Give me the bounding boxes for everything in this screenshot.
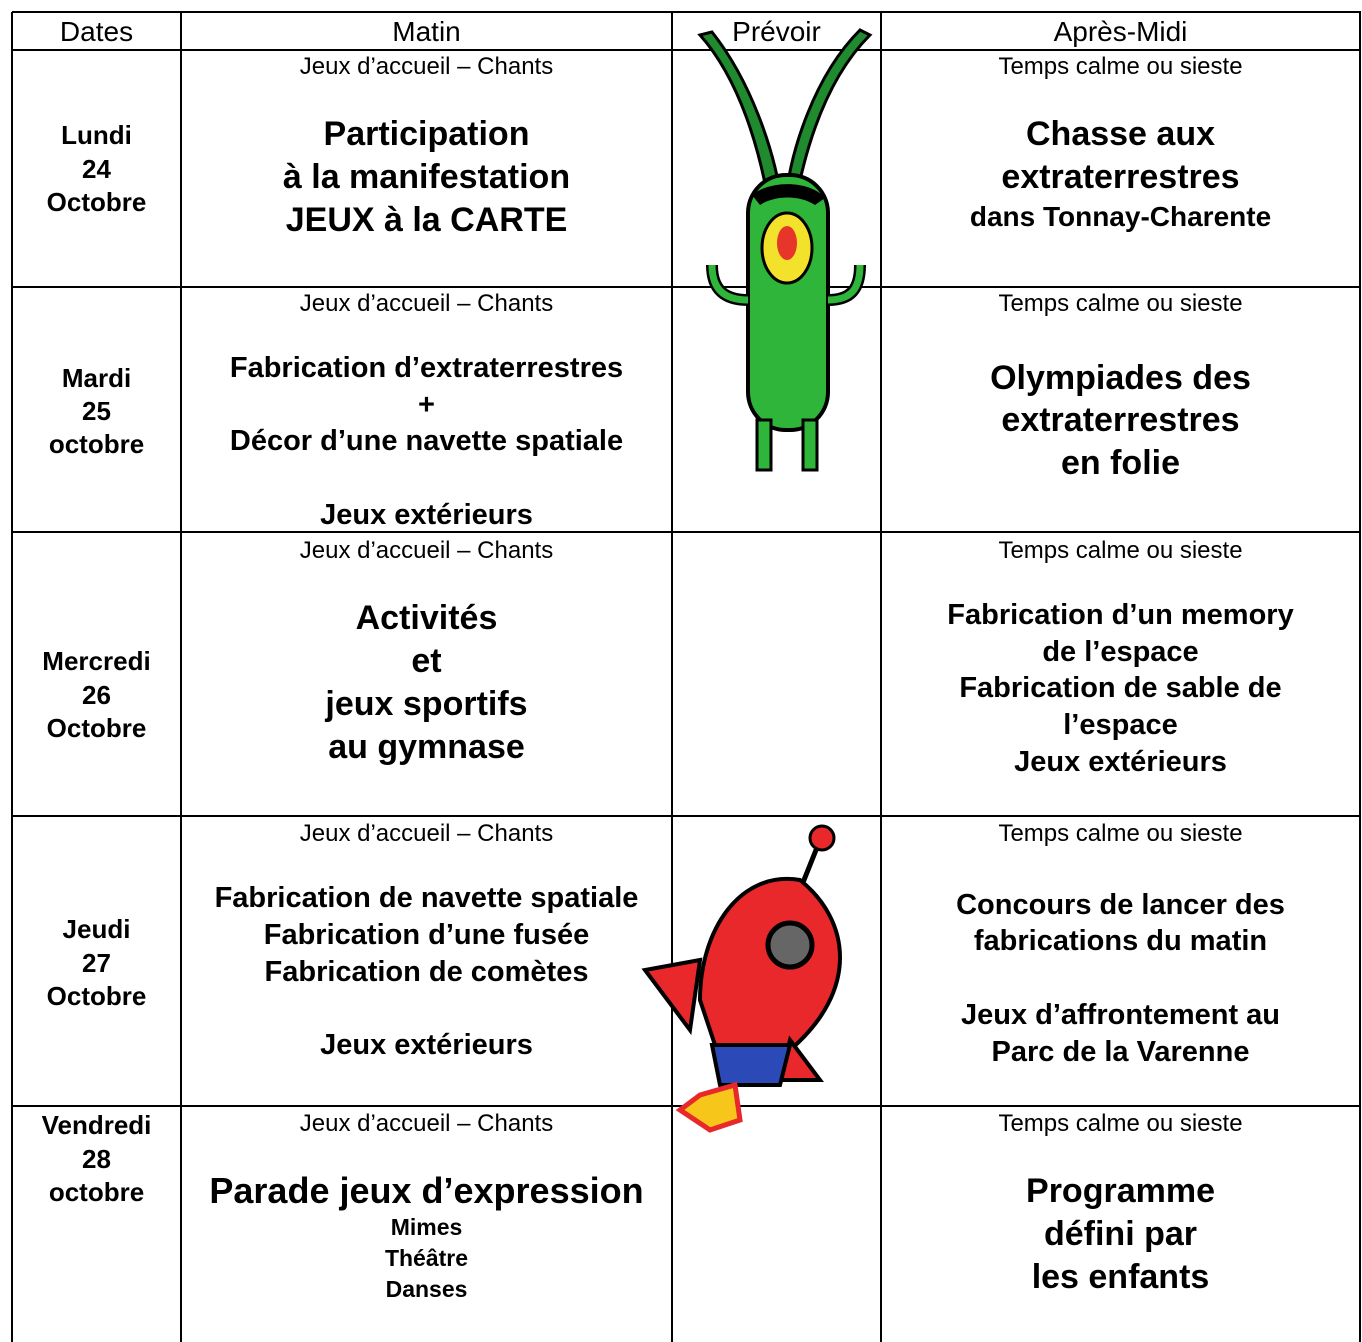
cell-text: Fabrication de navette spatiale — [214, 882, 639, 914]
cell-text: Parc de la Varenne — [991, 1036, 1250, 1068]
cell-text: Mercredi — [42, 646, 151, 676]
cell-text: les enfants — [1031, 1258, 1210, 1296]
row-border — [12, 286, 1361, 288]
cell-text: Jeudi — [62, 914, 131, 944]
cell-text: au gymnase — [328, 728, 525, 766]
cell-text: 28 — [82, 1144, 111, 1174]
cell-text: Temps calme ou sieste — [998, 290, 1243, 317]
cell-text: l’espace — [1063, 709, 1178, 741]
cell-text: Jeux d’accueil – Chants — [299, 1110, 554, 1137]
cell-text: Temps calme ou sieste — [998, 537, 1243, 564]
cell-text: Fabrication d’un memory — [947, 599, 1294, 631]
cell-text: Mardi — [61, 363, 132, 393]
cell-text: Matin — [392, 16, 461, 47]
row-border — [12, 531, 1361, 533]
cell-text: 26 — [82, 680, 111, 710]
row-border — [12, 815, 1361, 817]
cell-text: à la manifestation — [282, 158, 571, 196]
cell-text: Prévoir — [732, 16, 821, 47]
cell-text: et — [411, 642, 442, 680]
cell-text: Fabrication de comètes — [264, 956, 589, 988]
cell-text: Temps calme ou sieste — [998, 820, 1243, 847]
cell-text: dans Tonnay-Charente — [969, 201, 1272, 232]
cell-text: fabrications du matin — [973, 925, 1268, 957]
cell-text: octobre — [48, 1177, 145, 1207]
cell-text: Danses — [385, 1276, 468, 1302]
cell-text: Programme — [1026, 1172, 1215, 1210]
cell-text: 27 — [82, 948, 111, 978]
cell-text: 24 — [82, 154, 111, 184]
cell-text: Octobre — [46, 187, 147, 217]
cell-text: Jeux d’accueil – Chants — [299, 820, 554, 847]
cell-text: Fabrication d’une fusée — [263, 919, 590, 951]
cell-text: Dates — [59, 16, 134, 47]
cell-text: Jeux d’accueil – Chants — [299, 290, 554, 317]
row-border — [12, 11, 1361, 13]
cell-text: Octobre — [46, 981, 147, 1011]
cell-text: jeux sportifs — [325, 685, 528, 723]
cell-text: octobre — [48, 429, 145, 459]
row-border — [12, 49, 1361, 51]
cell-text: Chasse aux — [1026, 115, 1215, 153]
column-border — [880, 12, 882, 1342]
cell-text: Jeux extérieurs — [320, 1029, 533, 1061]
cell-text: Fabrication d’extraterrestres — [229, 352, 624, 384]
cell-text: Jeux d’accueil – Chants — [299, 53, 554, 80]
cell-text: Octobre — [46, 713, 147, 743]
cell-text: en folie — [1060, 444, 1181, 482]
cell-text: Temps calme ou sieste — [998, 1110, 1243, 1137]
cell-text: extraterrestres — [1001, 401, 1240, 439]
cell-text: Jeux d’accueil – Chants — [299, 537, 554, 564]
cell-text: Vendredi — [41, 1110, 152, 1140]
cell-text: Théâtre — [384, 1245, 469, 1271]
cell-text: défini par — [1043, 1215, 1198, 1253]
cell-text: Activités — [355, 599, 498, 637]
cell-text: extraterrestres — [1001, 158, 1240, 196]
cell-text: JEUX à la CARTE — [285, 201, 568, 239]
cell-text: Temps calme ou sieste — [998, 53, 1243, 80]
column-border — [671, 12, 673, 1342]
cell-text: Parade jeux d’expression — [209, 1170, 644, 1211]
cell-text: Décor d’une navette spatiale — [229, 425, 624, 457]
cell-text: Olympiades des — [990, 359, 1251, 397]
column-border — [1359, 12, 1361, 1342]
cell-text: Jeux extérieurs — [1014, 746, 1227, 778]
cell-text: Après-Midi — [1053, 16, 1188, 47]
cell-text: 25 — [82, 396, 111, 426]
column-border — [180, 12, 182, 1342]
cell-text: Participation — [323, 115, 530, 153]
cell-text: Fabrication de sable de — [959, 672, 1282, 704]
cell-text: Jeux d’affrontement au — [960, 999, 1281, 1031]
column-border — [11, 12, 13, 1342]
cell-text: Lundi — [61, 120, 132, 150]
cell-text: de l’espace — [1042, 636, 1199, 668]
cell-text: Jeux extérieurs — [320, 499, 533, 531]
cell-text: + — [418, 389, 435, 421]
rocket-illustration — [641, 824, 842, 1133]
cell-text: Concours de lancer des — [956, 889, 1285, 921]
cell-text: Mimes — [390, 1214, 463, 1240]
plankton-illustration — [697, 28, 873, 472]
